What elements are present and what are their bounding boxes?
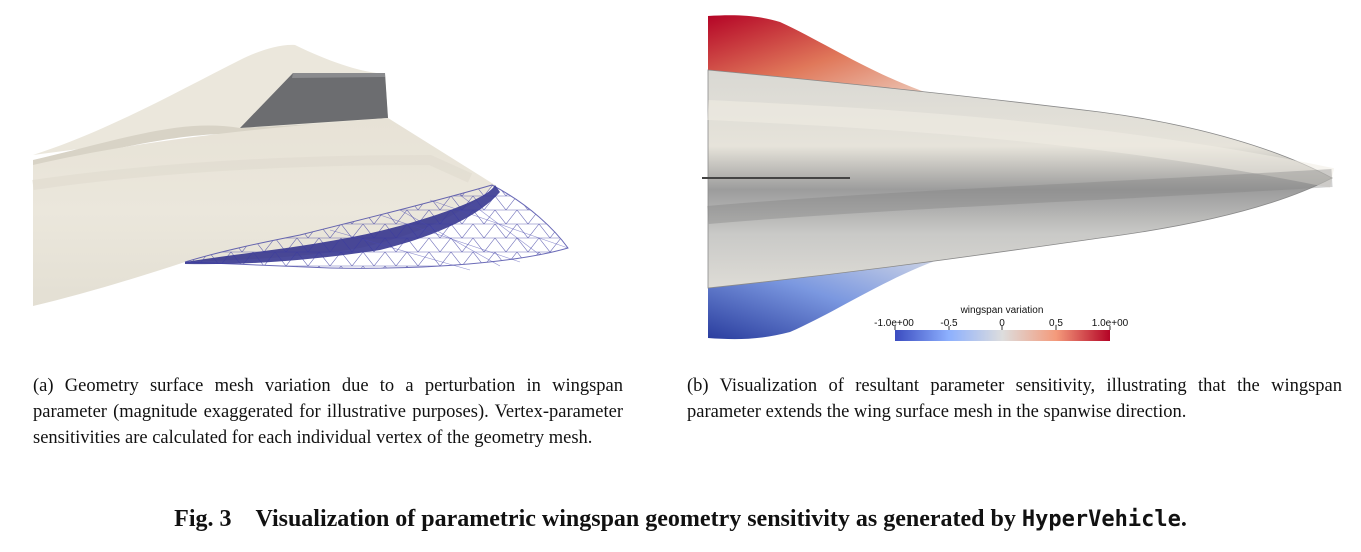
subfigure-b-caption: (b) Visualization of resultant parameter…	[687, 376, 1342, 422]
colorbar-tick: 1.0e+00	[1092, 318, 1129, 329]
colorbar-tick: -1.0e+00	[874, 318, 914, 329]
subfigure-a-render	[0, 0, 640, 355]
subfigure-b-render: wingspan variation -1.0e+00 -0.5 0 0.5 1…	[680, 0, 1361, 355]
colorbar: wingspan variation -1.0e+00 -0.5 0 0.5 1…	[874, 305, 1129, 341]
figure-label: Fig. 3	[174, 506, 232, 532]
vehicle-mesh-perspective-image	[32, 44, 569, 306]
colorbar-title: wingspan variation	[960, 305, 1044, 316]
figure-title-end: .	[1180, 506, 1187, 532]
sensitivity-map-image: wingspan variation -1.0e+00 -0.5 0 0.5 1…	[702, 15, 1335, 341]
tool-name: HyperVehicle	[1021, 507, 1181, 532]
subfigure-a-caption: (a) Geometry surface mesh variation due …	[33, 376, 623, 448]
colorbar-tick: 0	[999, 318, 1005, 329]
figure-title: Visualization of parametric wingspan geo…	[255, 506, 1022, 532]
colorbar-tick: 0.5	[1049, 318, 1063, 329]
figure-caption: Fig. 3 Visualization of parametric wings…	[0, 506, 1361, 533]
colorbar-gradient	[895, 330, 1110, 341]
colorbar-tick: -0.5	[940, 318, 958, 329]
